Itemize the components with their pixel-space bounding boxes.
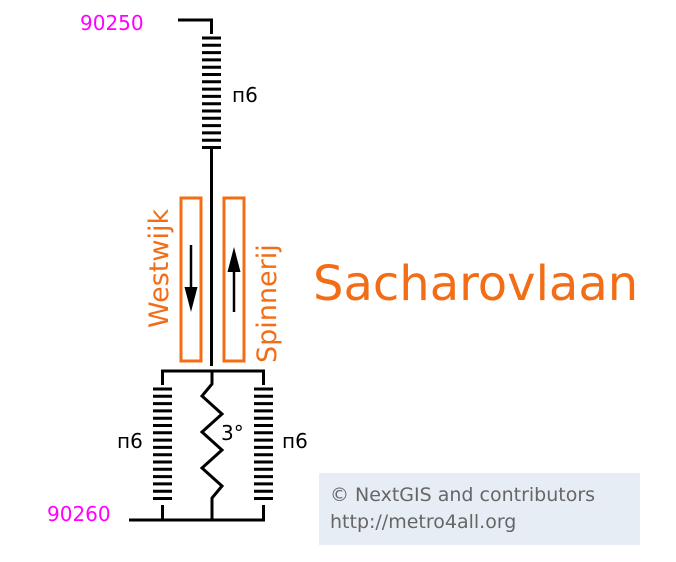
station-name: Sacharovlaan: [313, 256, 638, 312]
top-gate-marker: [178, 18, 213, 34]
top-stairs: [202, 36, 221, 149]
attribution-line-url[interactable]: http://metro4all.org: [330, 511, 517, 533]
attribution-line-copyright: © NextGIS and contributors: [330, 484, 596, 506]
stairs-label-bottom-right: п6: [282, 429, 308, 453]
stairs-label-top: п6: [232, 83, 258, 107]
ramp-zigzag: [199, 371, 225, 520]
gate-label-bottom: 90260: [47, 502, 111, 526]
up-arrow-icon: [227, 247, 241, 312]
ramp-slope-label: 3°: [221, 421, 244, 445]
lower-left-stairs: [153, 387, 172, 500]
platform-spinnerij: [222, 196, 246, 363]
stairs-label-bottom-left: п6: [117, 429, 143, 453]
platform-label-westwijk: Westwijk: [144, 209, 175, 328]
down-arrow-icon: [184, 245, 198, 312]
gate-label-top: 90250: [80, 11, 144, 35]
platform-label-spinnerij: Spinnerij: [252, 244, 283, 363]
attribution-box: © NextGIS and contributors http://metro4…: [319, 473, 640, 545]
lower-right-stairs: [254, 387, 273, 500]
platform-westwijk: [179, 196, 203, 363]
